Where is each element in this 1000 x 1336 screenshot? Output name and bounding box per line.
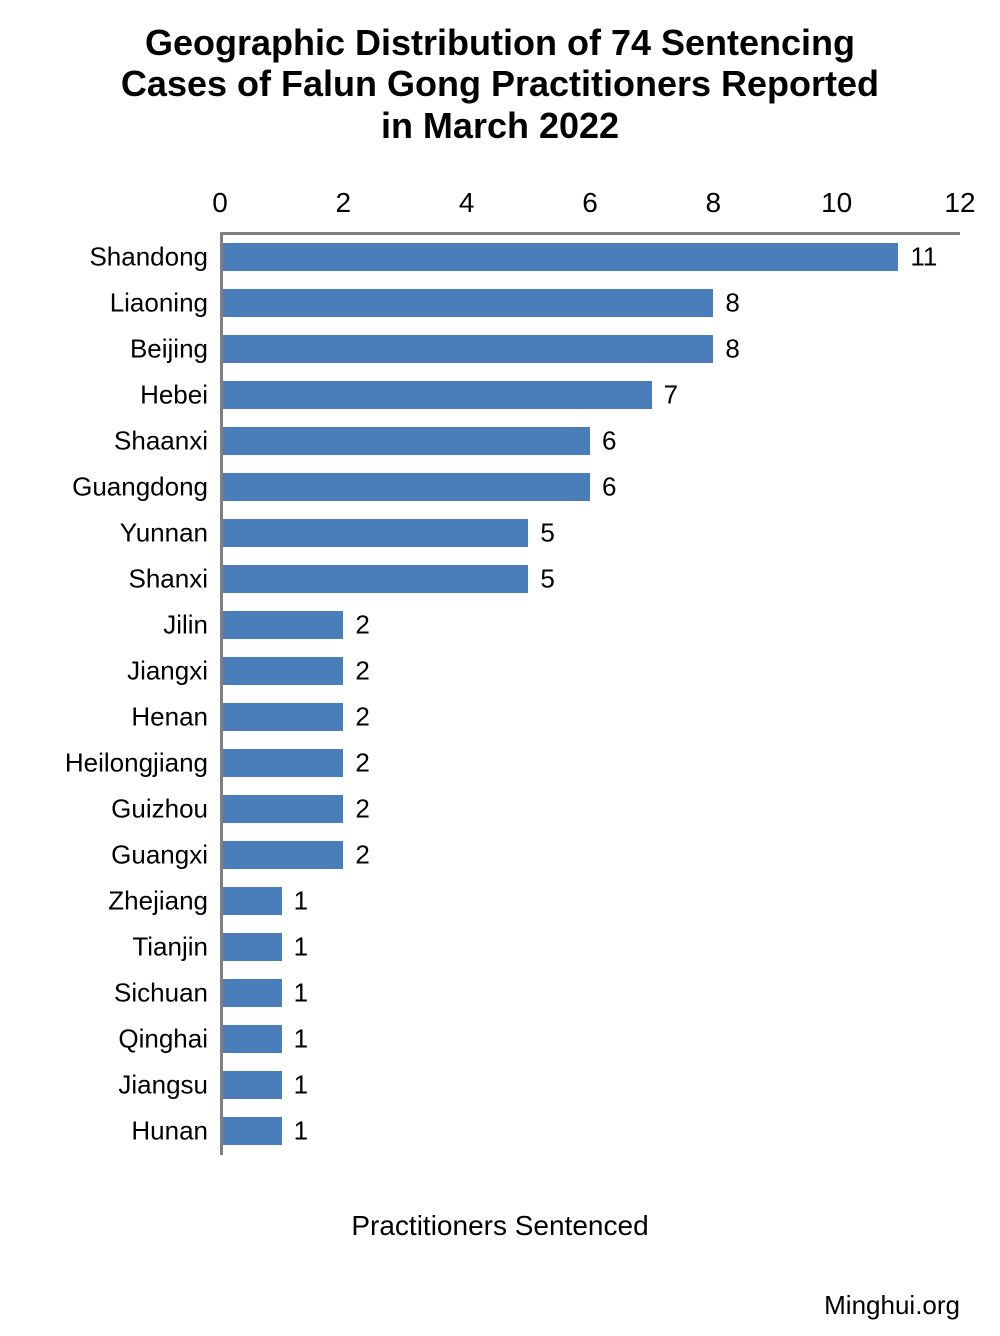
x-tick-label: 8 [706,187,722,219]
bar-value-label: 1 [294,1070,308,1101]
category-label: Shanxi [129,564,209,595]
bar [223,611,343,639]
category-label: Guangxi [111,840,208,871]
bar [223,243,898,271]
y-axis-line [220,235,223,1155]
x-tick-label: 12 [944,187,975,219]
chart-container: Geographic Distribution of 74 Sentencing… [0,0,1000,1336]
bar-value-label: 2 [355,610,369,641]
bar-value-label: 2 [355,840,369,871]
bar [223,887,282,915]
category-label: Henan [131,702,208,733]
bar [223,473,590,501]
category-label: Liaoning [110,288,208,319]
source-label: Minghui.org [824,1290,960,1321]
bar-value-label: 6 [602,426,616,457]
category-label: Hebei [140,380,208,411]
x-axis-line [220,232,960,235]
bar [223,565,528,593]
bar [223,703,343,731]
category-label: Shaanxi [114,426,208,457]
bar-value-label: 7 [664,380,678,411]
bar [223,1117,282,1145]
bar [223,335,713,363]
bar [223,519,528,547]
plot-area: 024681012Shandong11Liaoning8Beijing8Hebe… [220,235,960,1155]
category-label: Shandong [89,242,208,273]
bar-value-label: 1 [294,1024,308,1055]
bar-value-label: 5 [540,564,554,595]
chart-title: Geographic Distribution of 74 Sentencing… [0,22,1000,146]
bar-value-label: 8 [725,334,739,365]
category-label: Jiangxi [127,656,208,687]
bar-value-label: 2 [355,748,369,779]
x-tick-label: 10 [821,187,852,219]
category-label: Guangdong [72,472,208,503]
bar-value-label: 8 [725,288,739,319]
category-label: Jilin [163,610,208,641]
category-label: Heilongjiang [65,748,208,779]
bar [223,1025,282,1053]
bar-value-label: 5 [540,518,554,549]
category-label: Qinghai [118,1024,208,1055]
bar [223,979,282,1007]
x-tick-label: 2 [336,187,352,219]
category-label: Sichuan [114,978,208,1009]
bar-value-label: 6 [602,472,616,503]
bar [223,933,282,961]
category-label: Zhejiang [108,886,208,917]
bar [223,381,652,409]
bar-value-label: 1 [294,1116,308,1147]
bar [223,1071,282,1099]
category-label: Yunnan [120,518,208,549]
bar-value-label: 2 [355,794,369,825]
bar [223,749,343,777]
bar-value-label: 1 [294,978,308,1009]
bar [223,657,343,685]
bar [223,427,590,455]
category-label: Beijing [130,334,208,365]
bar-value-label: 2 [355,656,369,687]
category-label: Jiangsu [118,1070,208,1101]
category-label: Guizhou [111,794,208,825]
x-axis-title: Practitioners Sentenced [0,1210,1000,1242]
x-tick-label: 0 [212,187,228,219]
category-label: Tianjin [132,932,208,963]
bar-value-label: 1 [294,886,308,917]
bar [223,841,343,869]
bar [223,289,713,317]
x-tick-label: 4 [459,187,475,219]
bar [223,795,343,823]
x-tick-label: 6 [582,187,598,219]
bar-value-label: 1 [294,932,308,963]
category-label: Hunan [131,1116,208,1147]
bar-value-label: 2 [355,702,369,733]
bar-value-label: 11 [910,242,937,273]
